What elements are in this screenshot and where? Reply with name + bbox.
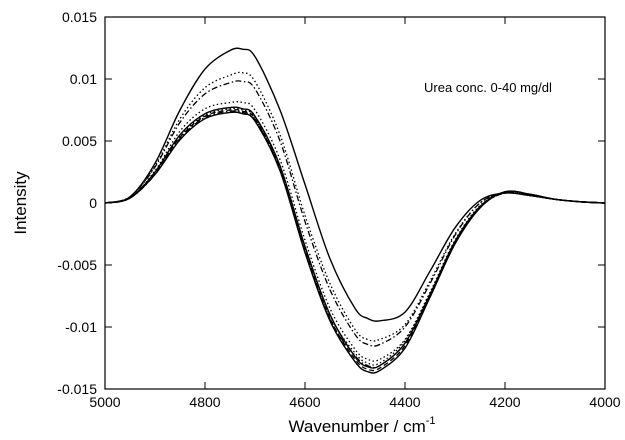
y-tick-label: -0.015 — [57, 381, 97, 397]
x-axis-label: Wavenumber / cm-1 — [288, 415, 435, 436]
y-tick-label: 0.005 — [62, 133, 97, 149]
ticks-group — [104, 16, 606, 390]
y-tick-label: -0.01 — [65, 319, 97, 335]
x-axis-label-superscript: -1 — [426, 415, 436, 427]
series-group — [104, 47, 606, 374]
x-axis-label-text: Wavenumber / cm — [288, 417, 425, 436]
tick-labels-group: 5000 4800 4600 4400 4200 4000 0.015 0.01 0.005 0 -… — [57, 9, 620, 410]
series-line-3 — [104, 80, 606, 347]
y-tick-label: 0.01 — [70, 71, 97, 87]
series-line-6 — [104, 108, 606, 372]
annotation: Urea conc. 0-40 mg/dl — [424, 80, 552, 95]
x-tick-label: 4800 — [189, 394, 220, 410]
series-line-9 — [104, 110, 606, 369]
series-line-8 — [104, 107, 606, 366]
y-axis-label: Intensity — [11, 171, 30, 235]
series-line-2 — [104, 71, 606, 342]
x-tick-label: 4200 — [489, 394, 520, 410]
y-tick-label: 0.015 — [62, 9, 97, 25]
x-tick-label: 4400 — [389, 394, 420, 410]
y-tick-label: 0 — [89, 195, 97, 211]
plot-area-frame — [104, 16, 606, 390]
x-tick-label: 5000 — [89, 394, 120, 410]
x-tick-label: 4000 — [589, 394, 620, 410]
y-tick-label: -0.005 — [57, 257, 97, 273]
x-tick-label: 4600 — [289, 394, 320, 410]
series-line-7 — [104, 111, 606, 374]
